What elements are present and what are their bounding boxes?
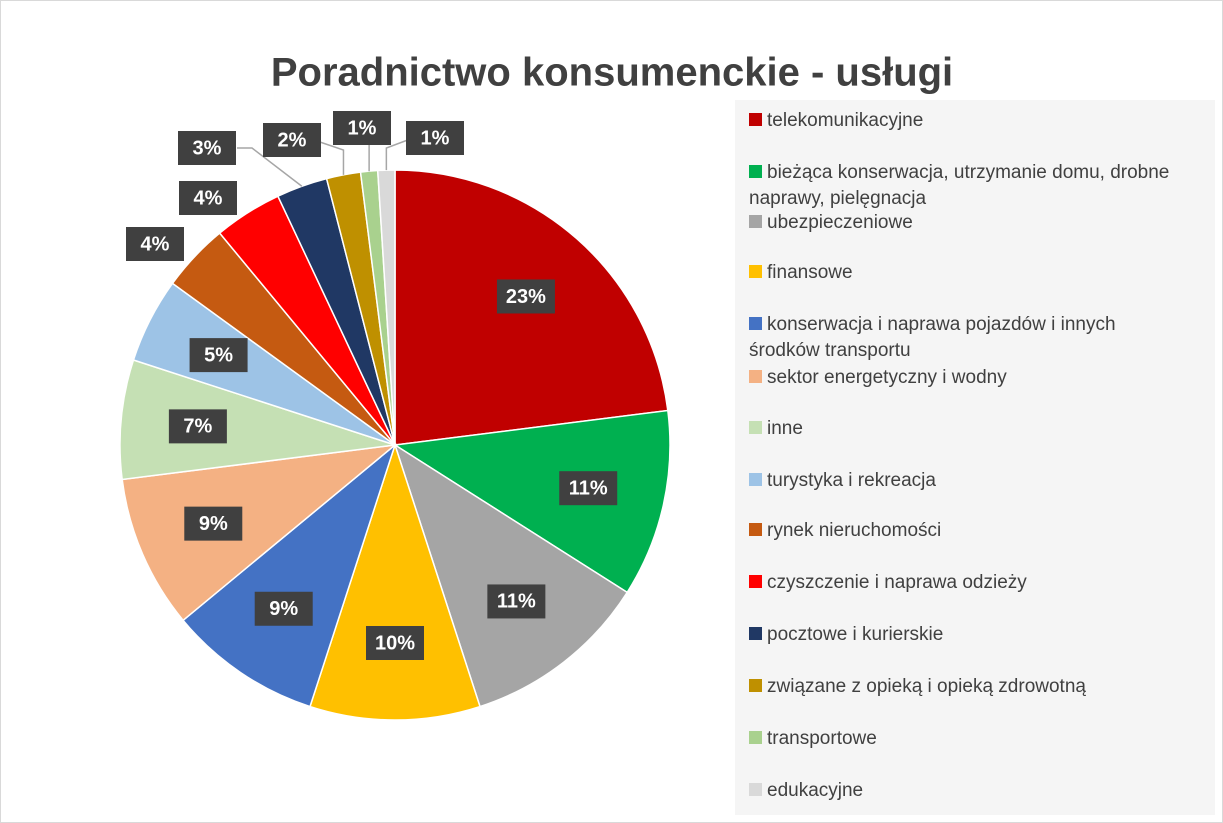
data-label: 10% bbox=[375, 632, 415, 654]
data-label: 23% bbox=[506, 286, 546, 308]
legend-swatch bbox=[749, 421, 762, 434]
legend-swatch bbox=[749, 215, 762, 228]
legend-label: bieżąca konserwacja, utrzymanie domu, dr… bbox=[749, 162, 1170, 209]
legend-item: czyszczenie i naprawa odzieży bbox=[749, 570, 1189, 596]
data-label-bg bbox=[126, 227, 184, 261]
data-label: 4% bbox=[194, 187, 223, 209]
data-label-bg bbox=[496, 279, 555, 314]
data-label: 5% bbox=[204, 344, 233, 366]
legend: telekomunikacyjne bieżąca konserwacja, ut… bbox=[735, 100, 1215, 815]
data-label: 1% bbox=[348, 117, 377, 139]
legend-item: sektor energetyczny i wodny bbox=[749, 365, 1189, 391]
data-label: 11% bbox=[497, 591, 536, 613]
legend-item: edukacyjne bbox=[749, 778, 1189, 804]
pie-slice bbox=[182, 442, 397, 708]
pie-slice bbox=[119, 359, 396, 481]
legend-label: telekomunikacyjne bbox=[767, 110, 924, 131]
data-label-bg bbox=[179, 181, 237, 215]
legend-label: związane z opieką i opieką zdrowotną bbox=[767, 676, 1086, 697]
legend-item: bieżąca konserwacja, utrzymanie domu, dr… bbox=[749, 160, 1189, 212]
data-label: 9% bbox=[269, 598, 298, 620]
legend-item: finansowe bbox=[749, 260, 1189, 286]
data-label-bg bbox=[178, 131, 236, 165]
legend-swatch bbox=[749, 113, 762, 126]
leader-line bbox=[385, 137, 414, 171]
legend-swatch bbox=[749, 523, 762, 536]
data-label: 4% bbox=[141, 233, 170, 255]
data-label-bg bbox=[333, 111, 391, 145]
legend-item: pocztowe i kurierskie bbox=[749, 622, 1189, 648]
data-label: 9% bbox=[199, 513, 228, 535]
data-label: 1% bbox=[421, 127, 450, 149]
data-label-bg bbox=[366, 626, 424, 660]
legend-item: inne bbox=[749, 416, 1189, 442]
pie-slice bbox=[393, 443, 629, 708]
legend-swatch bbox=[749, 679, 762, 692]
legend-swatch bbox=[749, 370, 762, 383]
data-label-bg bbox=[406, 121, 464, 155]
data-label-bg bbox=[189, 338, 248, 373]
legend-swatch bbox=[749, 627, 762, 640]
legend-label: czyszczenie i naprawa odzieży bbox=[767, 572, 1027, 593]
leader-line bbox=[313, 139, 345, 175]
legend-label: pocztowe i kurierskie bbox=[767, 624, 944, 645]
data-label: 2% bbox=[278, 129, 307, 151]
data-label-bg bbox=[559, 471, 618, 506]
legend-swatch bbox=[749, 317, 762, 330]
data-label-bg bbox=[487, 584, 546, 619]
leader-line bbox=[237, 147, 303, 187]
legend-item: turystyka i rekreacja bbox=[749, 468, 1189, 494]
legend-label: rynek nieruchomości bbox=[767, 520, 942, 541]
legend-swatch bbox=[749, 783, 762, 796]
legend-swatch bbox=[749, 575, 762, 588]
pie-slice bbox=[121, 443, 398, 622]
legend-label: inne bbox=[767, 418, 803, 439]
legend-item: transportowe bbox=[749, 726, 1189, 752]
data-label-bg bbox=[263, 123, 321, 157]
legend-item: związane z opieką i opieką zdrowotną bbox=[749, 674, 1189, 700]
data-label: 7% bbox=[183, 416, 212, 438]
legend-label: turystyka i rekreacja bbox=[767, 470, 936, 491]
legend-label: sektor energetyczny i wodny bbox=[767, 367, 1007, 388]
legend-swatch bbox=[749, 473, 762, 486]
legend-swatch bbox=[749, 265, 762, 278]
legend-swatch bbox=[749, 731, 762, 744]
legend-label: konserwacja i naprawa pojazdów i innych … bbox=[749, 314, 1116, 361]
legend-item: ubezpieczeniowe bbox=[749, 210, 1189, 236]
data-label-bg bbox=[254, 591, 313, 626]
legend-swatch bbox=[749, 165, 762, 178]
data-label-bg bbox=[184, 506, 243, 541]
pie-slice bbox=[392, 409, 671, 594]
legend-label: transportowe bbox=[767, 728, 877, 749]
data-label-bg bbox=[168, 409, 227, 444]
legend-label: ubezpieczeniowe bbox=[767, 212, 913, 233]
pie-slice bbox=[376, 169, 396, 446]
legend-item: telekomunikacyjne bbox=[749, 108, 1189, 134]
chart-title: Poradnictwo konsumenckie - usługi bbox=[271, 51, 953, 95]
pie-slice bbox=[309, 442, 481, 721]
legend-item: konserwacja i naprawa pojazdów i innych … bbox=[749, 312, 1189, 364]
legend-label: finansowe bbox=[767, 262, 853, 283]
legend-label: edukacyjne bbox=[767, 780, 864, 801]
data-label: 11% bbox=[569, 477, 608, 499]
legend-item: rynek nieruchomości bbox=[749, 518, 1189, 544]
data-label: 3% bbox=[193, 137, 222, 159]
